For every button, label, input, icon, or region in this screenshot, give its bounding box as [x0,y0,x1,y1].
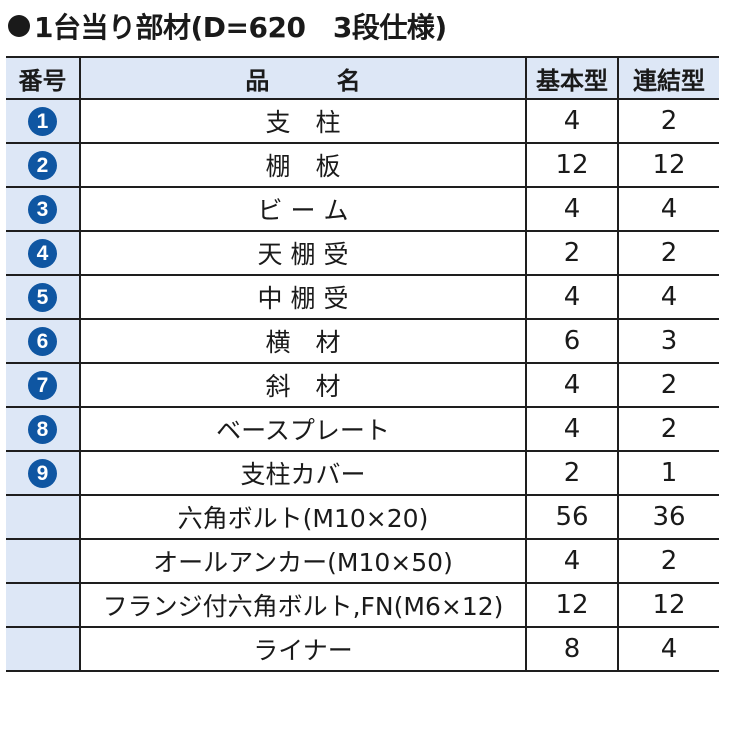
number-badge-icon: 6 [28,326,57,356]
number-badge-icon: 2 [28,150,57,180]
linked-quantity: 4 [617,186,719,232]
part-name: 六角ボルト(M10×20) [79,494,526,540]
linked-quantity: 2 [617,538,719,584]
table-row: ライナー 8 4 [6,626,719,672]
row-number-cell: 3 [6,186,80,232]
basic-quantity: 2 [525,450,618,496]
basic-quantity: 4 [525,538,618,584]
basic-quantity: 8 [525,626,618,672]
part-name: ビ ー ム [79,186,526,232]
basic-quantity: 56 [525,494,618,540]
number-badge-icon: 3 [28,194,57,224]
basic-quantity: 6 [525,318,618,364]
part-name: 支柱カバー [79,450,526,496]
linked-quantity: 12 [617,142,719,188]
header-basic: 基本型 [525,56,618,100]
row-number-cell: 1 [6,98,80,144]
part-name: 支 柱 [79,98,526,144]
table-row: 9 支柱カバー 2 1 [6,450,719,496]
basic-quantity: 12 [525,142,618,188]
page-title: 1台当り部材(D=620 3段仕様) [8,4,447,48]
bullet-icon [8,15,30,37]
linked-quantity: 4 [617,274,719,320]
row-number-cell: 5 [6,274,80,320]
part-name: 天 棚 受 [79,230,526,276]
linked-quantity: 12 [617,582,719,628]
number-badge-icon: 9 [28,458,57,488]
basic-quantity: 4 [525,406,618,452]
header-number: 番号 [6,56,80,100]
part-name: 斜 材 [79,362,526,408]
linked-quantity: 2 [617,230,719,276]
header-linked: 連結型 [617,56,719,100]
header-name-text: 品 名 [245,66,383,95]
basic-quantity: 4 [525,98,618,144]
linked-quantity: 2 [617,98,719,144]
row-number-cell [6,582,80,628]
row-number-cell: 4 [6,230,80,276]
title-text: 1台当り部材(D=620 3段仕様) [34,11,447,44]
basic-quantity: 2 [525,230,618,276]
table-row: 六角ボルト(M10×20) 56 36 [6,494,719,540]
basic-quantity: 12 [525,582,618,628]
linked-quantity: 3 [617,318,719,364]
basic-quantity: 4 [525,362,618,408]
linked-quantity: 2 [617,362,719,408]
part-name: フランジ付六角ボルト,FN(M6×12) [79,582,526,628]
number-badge-icon: 5 [28,282,57,312]
row-number-cell [6,494,80,540]
header-row: 番号 品 名 基本型 連結型 [6,56,719,100]
header-name: 品 名 [79,56,526,100]
row-number-cell [6,626,80,672]
linked-quantity: 2 [617,406,719,452]
part-name: 棚 板 [79,142,526,188]
row-number-cell [6,538,80,584]
number-badge-icon: 4 [28,238,57,268]
number-badge-icon: 7 [28,370,57,400]
basic-quantity: 4 [525,186,618,232]
row-number-cell: 2 [6,142,80,188]
table-row: 8 ベースプレート 4 2 [6,406,719,452]
row-number-cell: 9 [6,450,80,496]
part-name: ライナー [79,626,526,672]
number-badge-icon: 8 [28,414,57,444]
basic-quantity: 4 [525,274,618,320]
part-name: 横 材 [79,318,526,364]
row-number-cell: 6 [6,318,80,364]
part-name: ベースプレート [79,406,526,452]
linked-quantity: 1 [617,450,719,496]
linked-quantity: 36 [617,494,719,540]
table-row: フランジ付六角ボルト,FN(M6×12) 12 12 [6,582,719,628]
row-number-cell: 7 [6,362,80,408]
linked-quantity: 4 [617,626,719,672]
part-name: 中 棚 受 [79,274,526,320]
number-badge-icon: 1 [28,106,57,136]
table-row: オールアンカー(M10×50) 4 2 [6,538,719,584]
part-name: オールアンカー(M10×50) [79,538,526,584]
row-number-cell: 8 [6,406,80,452]
